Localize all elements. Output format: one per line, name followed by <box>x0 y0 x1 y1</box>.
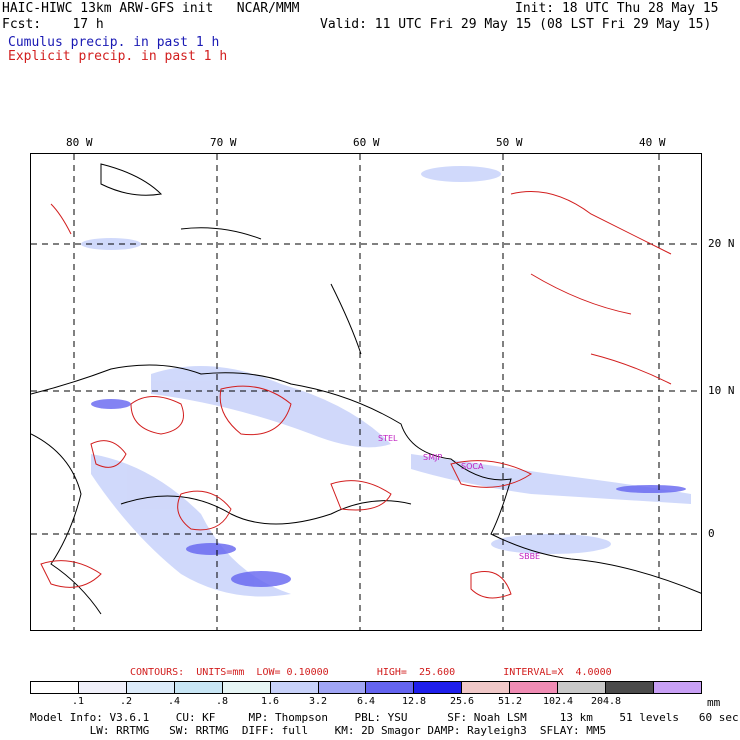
scale-swatch <box>78 682 127 693</box>
scale-tick: 204.8 <box>590 696 622 707</box>
contours-info: CONTOURS: UNITS=mm LOW= 0.10000 HIGH= 25… <box>130 667 612 678</box>
scale-swatch <box>318 682 367 693</box>
scale-tick: .4 <box>167 696 181 707</box>
station-label: SOCA <box>461 462 484 471</box>
lon-label: 50 W <box>496 136 523 149</box>
lat-label: 20 N <box>708 237 735 250</box>
scale-swatch <box>126 682 175 693</box>
lon-label: 80 W <box>66 136 93 149</box>
precip-map: STEL SMJP SOCA SBBE <box>30 153 702 631</box>
color-scale-bar <box>30 681 702 694</box>
lat-lon-grid <box>31 154 701 630</box>
scale-unit: mm <box>707 696 721 709</box>
scale-tick: 102.4 <box>542 696 574 707</box>
scale-tick: 6.4 <box>356 696 376 707</box>
lat-label: 0 <box>708 527 715 540</box>
scale-tick: 25.6 <box>449 696 475 707</box>
legend-explicit: Explicit precip. in past 1 h <box>8 49 228 64</box>
lat-label: 10 N <box>708 384 735 397</box>
station-label: SMJP <box>423 453 442 462</box>
station-label: SBBE <box>519 552 540 561</box>
scale-swatch <box>222 682 271 693</box>
station-label: STEL <box>378 434 398 443</box>
map-canvas: STEL SMJP SOCA SBBE <box>31 154 701 630</box>
model-info-line1: Model Info: V3.6.1 CU: KF MP: Thompson P… <box>30 711 739 724</box>
scale-swatch <box>558 682 607 693</box>
lon-label: 40 W <box>639 136 666 149</box>
scale-swatch <box>510 682 559 693</box>
scale-swatch <box>366 682 415 693</box>
cumulus-precip-shading <box>81 166 691 597</box>
scale-tick: 12.8 <box>401 696 427 707</box>
lon-label: 60 W <box>353 136 380 149</box>
legend-cumulus: Cumulus precip. in past 1 h <box>8 35 220 50</box>
header-title: HAIC-HIWC 13km ARW-GFS init NCAR/MMM <box>2 1 300 16</box>
scale-swatch <box>606 682 654 693</box>
scale-swatch <box>174 682 223 693</box>
forecast-hour: Fcst: 17 h <box>2 17 104 32</box>
scale-tick: 51.2 <box>497 696 523 707</box>
lon-label: 70 W <box>210 136 237 149</box>
scale-tick: .2 <box>119 696 133 707</box>
scale-tick: .1 <box>71 696 85 707</box>
scale-swatch <box>653 682 701 693</box>
scale-swatch <box>414 682 463 693</box>
cumulus-precip-heavy <box>91 399 686 587</box>
coastlines <box>31 163 701 615</box>
scale-tick: 3.2 <box>308 696 328 707</box>
init-time: Init: 18 UTC Thu 28 May 15 <box>515 1 719 16</box>
explicit-precip-contours <box>40 191 672 599</box>
scale-tick: .8 <box>215 696 229 707</box>
valid-time: Valid: 11 UTC Fri 29 May 15 (08 LST Fri … <box>320 17 712 32</box>
model-info-line2: LW: RRTMG SW: RRTMG DIFF: full KM: 2D Sm… <box>30 724 607 737</box>
scale-swatch <box>462 682 511 693</box>
scale-swatch <box>270 682 319 693</box>
station-labels: STEL SMJP SOCA SBBE <box>378 434 540 561</box>
scale-swatch <box>31 682 79 693</box>
scale-tick: 1.6 <box>260 696 280 707</box>
